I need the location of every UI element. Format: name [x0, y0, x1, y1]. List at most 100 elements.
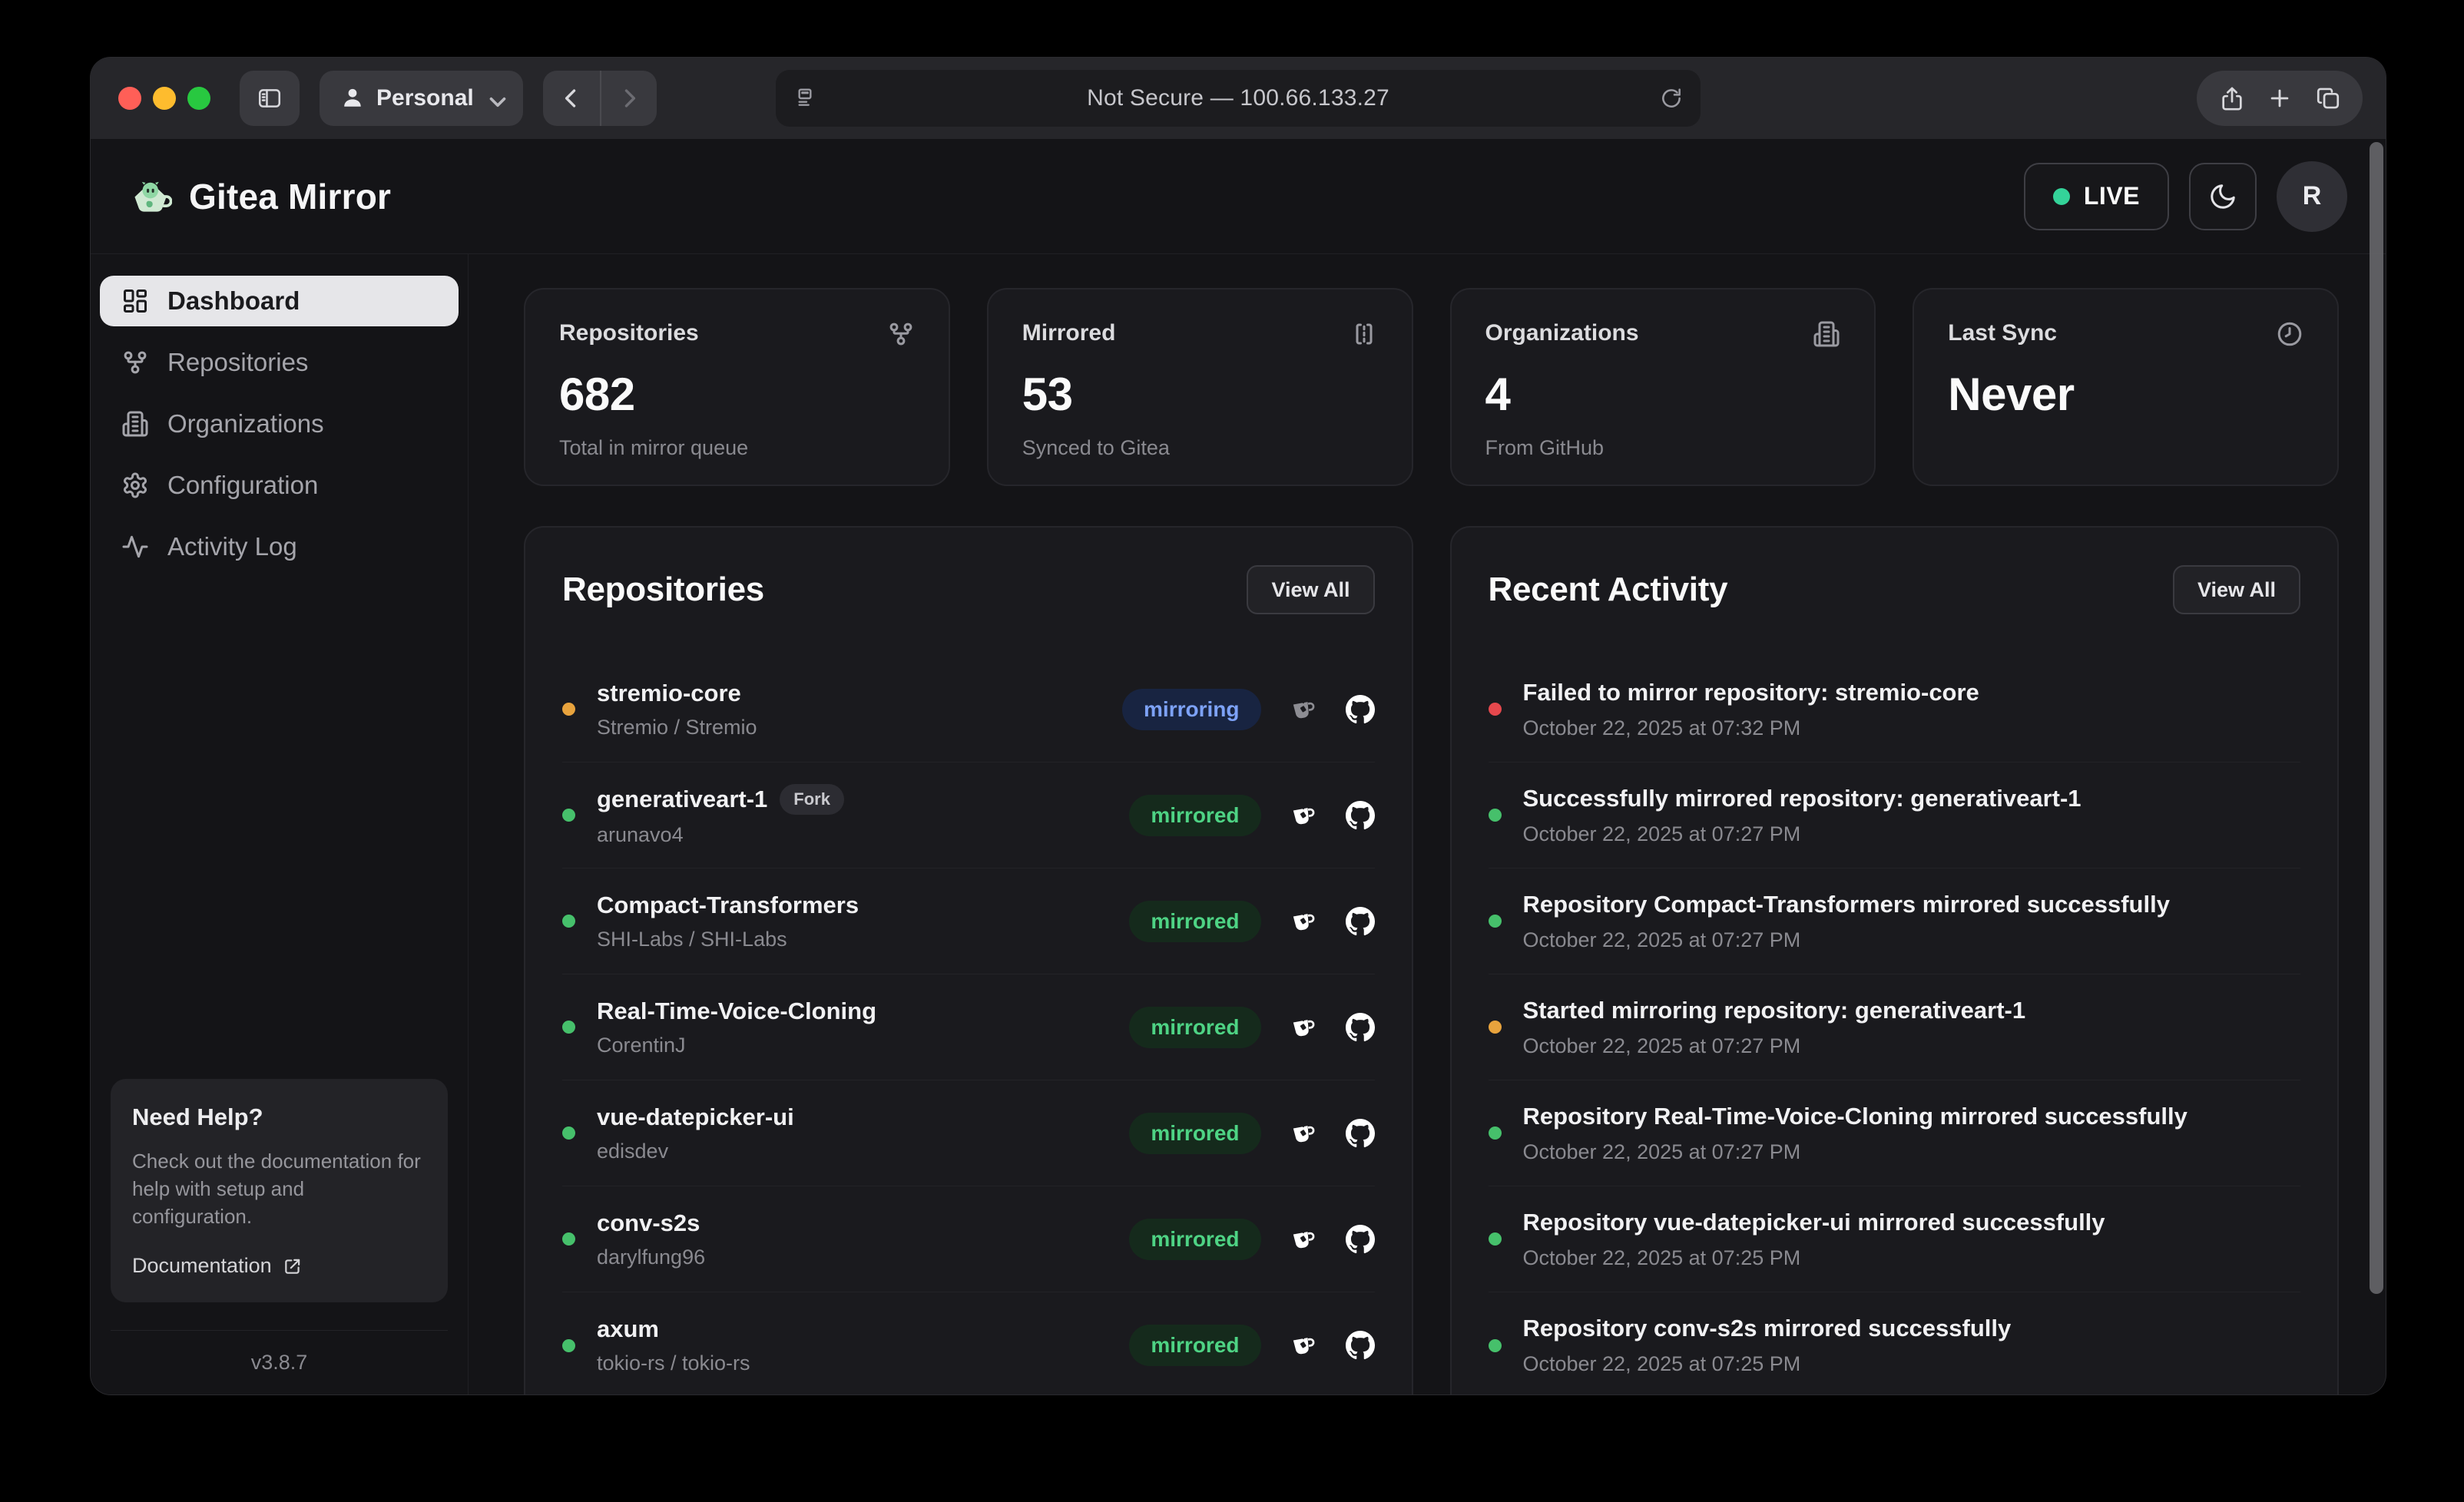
forward-button[interactable] [599, 71, 657, 126]
app-header: Gitea Mirror LIVE R [91, 139, 2386, 254]
repo-row[interactable]: generativeart-1 Fork arunavo4 mirrored [562, 763, 1375, 868]
gitea-cup-icon[interactable] [1289, 1119, 1318, 1148]
repo-name: axum [597, 1315, 659, 1342]
activity-timestamp: October 22, 2025 at 07:25 PM [1522, 1246, 1801, 1269]
sidebar-item-label: Configuration [167, 471, 319, 499]
stat-value: Never [1948, 369, 2075, 420]
repo-owner: SHI-Labs / SHI-Labs [597, 927, 787, 951]
page-scrollbar[interactable] [2370, 142, 2383, 1294]
activity-view-all-button[interactable]: View All [2172, 565, 2300, 614]
repo-row[interactable]: conv-s2s darylfung96 mirrored [562, 1186, 1375, 1292]
activity-row[interactable]: Started mirroring repository: generative… [1488, 974, 2300, 1080]
help-body: Check out the documentation for help wit… [132, 1150, 421, 1229]
gitea-cup-icon[interactable] [1289, 1225, 1318, 1254]
traffic-lights [118, 87, 210, 110]
profile-label: Personal [376, 85, 474, 111]
live-dot [2052, 187, 2070, 205]
external-link-icon [283, 1256, 303, 1276]
browser-sidebar-toggle-button[interactable] [240, 71, 300, 126]
browser-window: Personal [91, 58, 2386, 1394]
sidebar-divider [111, 1330, 448, 1331]
zoom-window-button[interactable] [187, 87, 210, 110]
page-settings-icon[interactable] [793, 86, 817, 111]
stat-title: Mirrored [1022, 320, 1116, 346]
repo-status-badge: mirrored [1129, 1006, 1261, 1048]
github-icon[interactable] [1345, 1331, 1375, 1360]
tab-overview-icon[interactable] [2315, 85, 2341, 111]
stat-card-organizations: Organizations 4 From GitHub [1449, 288, 1876, 486]
activity-text: Successfully mirrored repository: genera… [1522, 784, 2081, 812]
sidebar-item-organizations[interactable]: Organizations [100, 399, 459, 449]
address-bar[interactable]: Not Secure — 100.66.133.27 [776, 70, 1701, 127]
stat-card-repositories: Repositories 682 Total in mirror queue [524, 288, 950, 486]
repo-status-badge: mirrored [1129, 1112, 1261, 1154]
moon-icon [2208, 182, 2237, 211]
gitea-cup-icon[interactable] [1289, 1013, 1318, 1042]
sidebar-item-dashboard[interactable]: Dashboard [100, 276, 459, 326]
back-button[interactable] [543, 71, 600, 126]
activity-text: Repository Real-Time-Voice-Cloning mirro… [1522, 1102, 2187, 1130]
activity-row[interactable]: Successfully mirrored repository: genera… [1488, 763, 2300, 868]
github-icon[interactable] [1345, 1224, 1375, 1254]
close-window-button[interactable] [118, 87, 141, 110]
github-icon[interactable] [1345, 800, 1375, 830]
repo-row[interactable]: axum tokio-rs / tokio-rs mirrored [562, 1292, 1375, 1394]
github-icon[interactable] [1345, 1012, 1375, 1042]
gitea-cup-icon[interactable] [1289, 695, 1318, 724]
stat-value: 682 [559, 369, 635, 420]
git-fork-icon [887, 320, 915, 348]
activity-row[interactable]: Repository conv-s2s mirrored successfull… [1488, 1292, 2301, 1394]
activity-text: Failed to mirror repository: stremio-cor… [1522, 678, 1979, 706]
recent-activity-panel-header: Recent Activity View All [1488, 564, 2300, 615]
stat-title: Organizations [1485, 320, 1639, 346]
live-status-button[interactable]: LIVE [2023, 162, 2169, 230]
repo-row[interactable]: Real-Time-Voice-Cloning CorentinJ mirror… [562, 974, 1375, 1080]
header-actions: LIVE R [2023, 160, 2347, 232]
github-icon[interactable] [1345, 694, 1375, 724]
activity-row[interactable]: Failed to mirror repository: stremio-cor… [1488, 657, 2300, 763]
activity-text: Started mirroring repository: generative… [1522, 996, 2026, 1024]
sidebar-item-repositories[interactable]: Repositories [100, 337, 459, 388]
github-icon[interactable] [1345, 906, 1375, 936]
repo-row[interactable]: stremio-core Stremio / Stremio mirroring [562, 657, 1375, 763]
brand[interactable]: Gitea Mirror [129, 175, 391, 218]
gitea-cup-icon[interactable] [1289, 1331, 1318, 1360]
repo-row[interactable]: vue-datepicker-ui edisdev mirrored [562, 1080, 1375, 1186]
repo-owner: Stremio / Stremio [597, 715, 757, 739]
repo-status-dot [562, 1126, 575, 1140]
sidebar-item-configuration[interactable]: Configuration [100, 460, 459, 511]
theme-toggle-button[interactable] [2189, 162, 2257, 230]
stat-subtitle: Synced to Gitea [1022, 436, 1170, 459]
gitea-cup-icon[interactable] [1289, 801, 1318, 830]
activity-row[interactable]: Repository Compact-Transformers mirrored… [1488, 868, 2300, 974]
profile-switcher-button[interactable]: Personal [320, 71, 523, 126]
panel-title: Recent Activity [1488, 571, 1728, 608]
browser-toolbar: Personal [91, 58, 2386, 139]
reload-icon[interactable] [1659, 86, 1684, 111]
repo-row[interactable]: Compact-Transformers SHI-Labs / SHI-Labs… [562, 868, 1375, 974]
activity-timestamp: October 22, 2025 at 07:32 PM [1522, 716, 1801, 739]
activity-status-dot [1488, 1126, 1502, 1140]
repo-name: vue-datepicker-ui [597, 1103, 794, 1130]
new-tab-icon[interactable] [2267, 85, 2293, 111]
activity-row[interactable]: Repository vue-datepicker-ui mirrored su… [1488, 1186, 2300, 1292]
gitea-cup-icon[interactable] [1289, 907, 1318, 936]
repo-status-badge: mirrored [1129, 1325, 1261, 1366]
sidebar-item-activity-log[interactable]: Activity Log [100, 521, 459, 572]
repositories-view-all-button[interactable]: View All [1247, 565, 1375, 614]
stat-title: Last Sync [1948, 320, 2057, 346]
gitea-logo-icon [129, 175, 172, 218]
repo-owner: arunavo4 [597, 822, 684, 846]
activity-row[interactable]: Repository Real-Time-Voice-Cloning mirro… [1488, 1080, 2300, 1186]
sidebar: Dashboard Repositories [91, 254, 469, 1394]
sidebar-item-label: Dashboard [167, 286, 300, 315]
repositories-panel-header: Repositories View All [562, 564, 1375, 615]
chevron-right-icon [624, 89, 635, 108]
user-avatar[interactable]: R [2277, 160, 2347, 232]
github-icon[interactable] [1345, 1118, 1375, 1148]
activity-text: Repository Compact-Transformers mirrored… [1522, 890, 2170, 918]
documentation-link[interactable]: Documentation [132, 1254, 426, 1278]
activity-text: Repository conv-s2s mirrored successfull… [1522, 1315, 2012, 1342]
share-icon[interactable] [2219, 85, 2245, 111]
minimize-window-button[interactable] [153, 87, 176, 110]
